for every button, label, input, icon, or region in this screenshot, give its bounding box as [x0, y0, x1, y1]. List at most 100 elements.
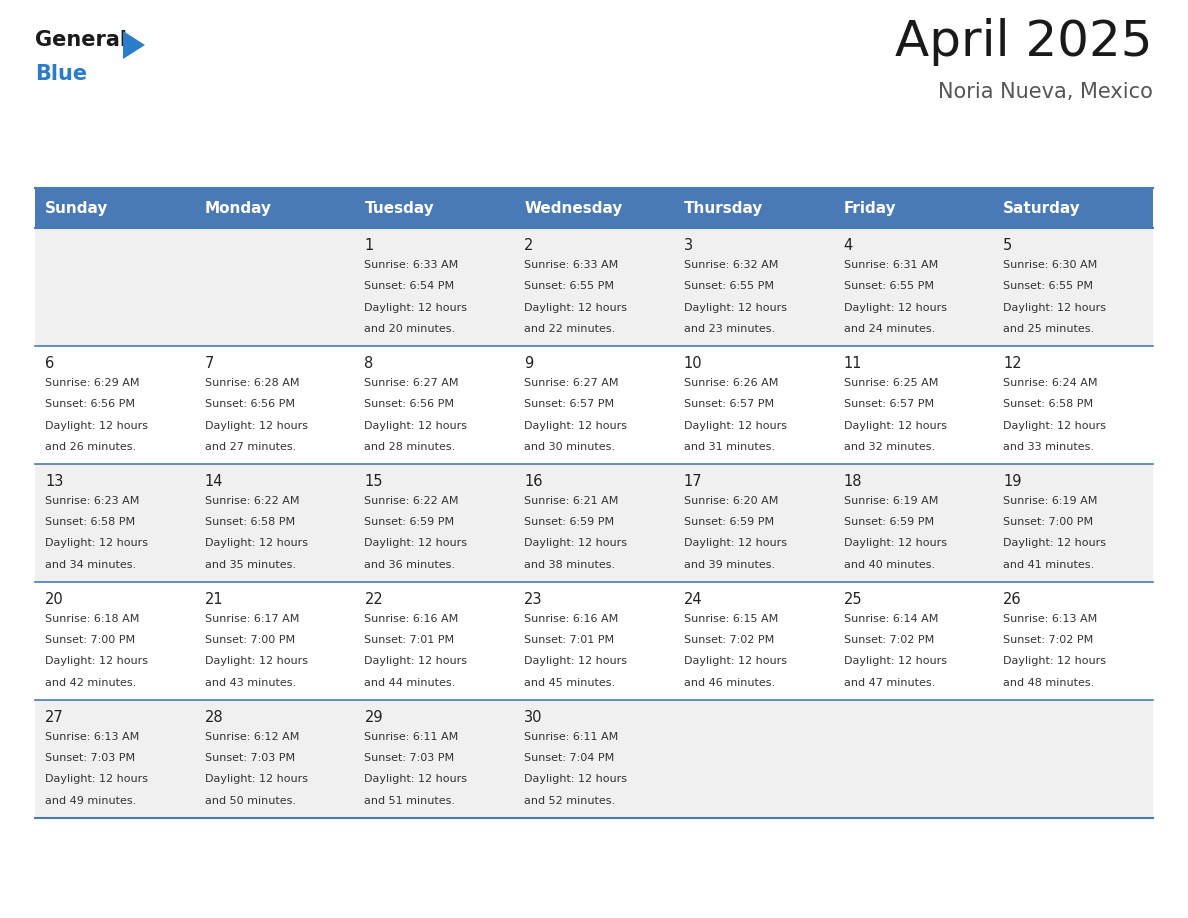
Text: and 35 minutes.: and 35 minutes. [204, 560, 296, 570]
Text: Sunrise: 6:22 AM: Sunrise: 6:22 AM [204, 496, 299, 506]
Text: Sunrise: 6:12 AM: Sunrise: 6:12 AM [204, 732, 299, 742]
Bar [834, 188, 993, 228]
Text: 13: 13 [45, 474, 63, 489]
Text: 14: 14 [204, 474, 223, 489]
Text: Daylight: 12 hours: Daylight: 12 hours [365, 303, 467, 312]
Text: 12: 12 [1004, 356, 1022, 371]
Text: Sunrise: 6:23 AM: Sunrise: 6:23 AM [45, 496, 139, 506]
Text: 4: 4 [843, 238, 853, 253]
Text: Sunset: 6:55 PM: Sunset: 6:55 PM [843, 281, 934, 291]
Text: and 22 minutes.: and 22 minutes. [524, 324, 615, 334]
Bar [34, 700, 1154, 818]
Text: and 40 minutes.: and 40 minutes. [843, 560, 935, 570]
Polygon shape [124, 31, 145, 59]
Text: Sunset: 7:00 PM: Sunset: 7:00 PM [45, 635, 135, 645]
Text: 10: 10 [684, 356, 702, 371]
Text: Sunset: 6:59 PM: Sunset: 6:59 PM [524, 517, 614, 527]
Text: Daylight: 12 hours: Daylight: 12 hours [684, 539, 786, 548]
Text: Daylight: 12 hours: Daylight: 12 hours [45, 539, 148, 548]
Text: Sunrise: 6:17 AM: Sunrise: 6:17 AM [204, 613, 299, 623]
Text: and 24 minutes.: and 24 minutes. [843, 324, 935, 334]
Bar [514, 188, 674, 228]
Text: 21: 21 [204, 592, 223, 607]
Text: Sunrise: 6:29 AM: Sunrise: 6:29 AM [45, 377, 139, 387]
Text: Saturday: Saturday [1004, 200, 1081, 216]
Text: Daylight: 12 hours: Daylight: 12 hours [365, 775, 467, 785]
Text: Sunset: 6:55 PM: Sunset: 6:55 PM [1004, 281, 1093, 291]
Text: Sunrise: 6:28 AM: Sunrise: 6:28 AM [204, 377, 299, 387]
Text: and 31 minutes.: and 31 minutes. [684, 442, 775, 452]
Text: Sunrise: 6:14 AM: Sunrise: 6:14 AM [843, 613, 939, 623]
Text: Thursday: Thursday [684, 200, 763, 216]
Text: 22: 22 [365, 592, 384, 607]
Bar [34, 228, 1154, 346]
Text: Sunrise: 6:13 AM: Sunrise: 6:13 AM [1004, 613, 1098, 623]
Text: and 46 minutes.: and 46 minutes. [684, 678, 775, 688]
Text: Daylight: 12 hours: Daylight: 12 hours [684, 656, 786, 666]
Text: Noria Nueva, Mexico: Noria Nueva, Mexico [939, 82, 1154, 102]
Text: and 39 minutes.: and 39 minutes. [684, 560, 775, 570]
Text: Daylight: 12 hours: Daylight: 12 hours [365, 539, 467, 548]
Text: Sunrise: 6:15 AM: Sunrise: 6:15 AM [684, 613, 778, 623]
Text: and 50 minutes.: and 50 minutes. [204, 796, 296, 806]
Text: 24: 24 [684, 592, 702, 607]
Bar [34, 582, 1154, 700]
Text: Daylight: 12 hours: Daylight: 12 hours [684, 420, 786, 431]
Text: 8: 8 [365, 356, 374, 371]
Text: 16: 16 [524, 474, 543, 489]
Text: Sunrise: 6:19 AM: Sunrise: 6:19 AM [1004, 496, 1098, 506]
Text: 19: 19 [1004, 474, 1022, 489]
Text: 23: 23 [524, 592, 543, 607]
Text: Daylight: 12 hours: Daylight: 12 hours [843, 539, 947, 548]
Text: 20: 20 [45, 592, 64, 607]
Text: and 26 minutes.: and 26 minutes. [45, 442, 137, 452]
Text: Sunrise: 6:26 AM: Sunrise: 6:26 AM [684, 377, 778, 387]
Text: and 36 minutes.: and 36 minutes. [365, 560, 455, 570]
Text: Blue: Blue [34, 64, 87, 84]
Text: Sunrise: 6:33 AM: Sunrise: 6:33 AM [365, 260, 459, 270]
Text: Sunrise: 6:24 AM: Sunrise: 6:24 AM [1004, 377, 1098, 387]
Text: Daylight: 12 hours: Daylight: 12 hours [843, 303, 947, 312]
Text: Sunset: 6:58 PM: Sunset: 6:58 PM [45, 517, 135, 527]
Text: Sunrise: 6:30 AM: Sunrise: 6:30 AM [1004, 260, 1098, 270]
Text: Sunset: 6:57 PM: Sunset: 6:57 PM [524, 399, 614, 409]
Text: Daylight: 12 hours: Daylight: 12 hours [684, 303, 786, 312]
Text: and 28 minutes.: and 28 minutes. [365, 442, 456, 452]
Text: and 30 minutes.: and 30 minutes. [524, 442, 615, 452]
Text: Sunrise: 6:16 AM: Sunrise: 6:16 AM [524, 613, 619, 623]
Text: and 47 minutes.: and 47 minutes. [843, 678, 935, 688]
Text: Sunset: 6:59 PM: Sunset: 6:59 PM [684, 517, 775, 527]
Text: Daylight: 12 hours: Daylight: 12 hours [843, 656, 947, 666]
Bar [674, 188, 834, 228]
Text: Sunrise: 6:25 AM: Sunrise: 6:25 AM [843, 377, 939, 387]
Text: Sunrise: 6:27 AM: Sunrise: 6:27 AM [365, 377, 459, 387]
Text: 3: 3 [684, 238, 693, 253]
Text: and 52 minutes.: and 52 minutes. [524, 796, 615, 806]
Bar [34, 346, 1154, 464]
Text: Sunset: 6:56 PM: Sunset: 6:56 PM [204, 399, 295, 409]
Text: Daylight: 12 hours: Daylight: 12 hours [204, 775, 308, 785]
Text: General: General [34, 30, 127, 50]
Bar [993, 188, 1154, 228]
Text: and 23 minutes.: and 23 minutes. [684, 324, 775, 334]
Text: Sunset: 6:58 PM: Sunset: 6:58 PM [204, 517, 295, 527]
Text: 7: 7 [204, 356, 214, 371]
Text: Sunset: 6:58 PM: Sunset: 6:58 PM [1004, 399, 1093, 409]
Text: Daylight: 12 hours: Daylight: 12 hours [365, 420, 467, 431]
Text: Sunset: 6:59 PM: Sunset: 6:59 PM [365, 517, 455, 527]
Text: and 42 minutes.: and 42 minutes. [45, 678, 137, 688]
Text: Wednesday: Wednesday [524, 200, 623, 216]
Text: April 2025: April 2025 [896, 18, 1154, 66]
Text: 5: 5 [1004, 238, 1012, 253]
Text: Sunset: 6:59 PM: Sunset: 6:59 PM [843, 517, 934, 527]
Text: Sunrise: 6:21 AM: Sunrise: 6:21 AM [524, 496, 619, 506]
Text: and 33 minutes.: and 33 minutes. [1004, 442, 1094, 452]
Text: Sunset: 7:03 PM: Sunset: 7:03 PM [45, 753, 135, 763]
Text: Daylight: 12 hours: Daylight: 12 hours [45, 656, 148, 666]
Text: Sunset: 7:02 PM: Sunset: 7:02 PM [1004, 635, 1093, 645]
Text: and 32 minutes.: and 32 minutes. [843, 442, 935, 452]
Text: Sunrise: 6:11 AM: Sunrise: 6:11 AM [365, 732, 459, 742]
Text: Sunset: 6:57 PM: Sunset: 6:57 PM [843, 399, 934, 409]
Text: Sunset: 7:01 PM: Sunset: 7:01 PM [524, 635, 614, 645]
Text: Daylight: 12 hours: Daylight: 12 hours [45, 420, 148, 431]
